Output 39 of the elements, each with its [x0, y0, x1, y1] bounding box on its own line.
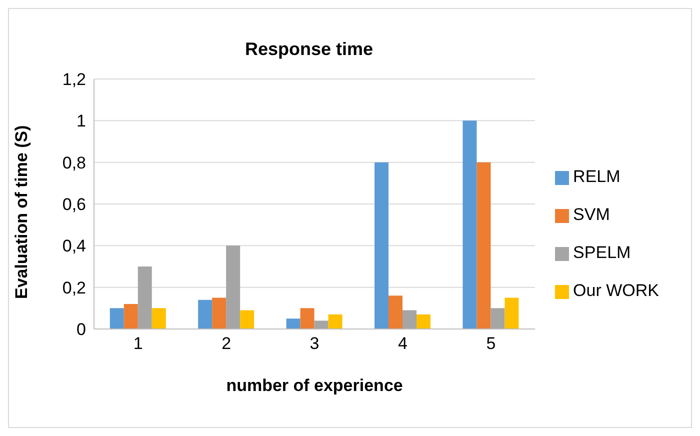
bar: [124, 304, 138, 329]
bar: [212, 298, 226, 329]
bar: [110, 308, 124, 329]
chart-title: Response time: [244, 39, 374, 60]
bar: [490, 308, 505, 329]
bar: [286, 318, 300, 329]
x-tick-label: 4: [398, 334, 408, 354]
legend-label: SVM: [573, 205, 610, 224]
y-tick-label: 0,8: [62, 153, 86, 172]
bar: [328, 314, 342, 329]
bar: [240, 310, 254, 329]
y-tick-label: 0,2: [62, 278, 86, 298]
y-tick-label: 0,6: [62, 195, 86, 214]
x-tick-label: 1: [133, 334, 143, 354]
x-tick-label: 5: [486, 334, 496, 354]
y-tick-label: 1: [76, 112, 86, 131]
bar: [138, 266, 152, 329]
y-tick-label: 0,4: [62, 236, 86, 256]
y-axis-title: Evaluation of time (S): [12, 125, 32, 299]
x-tick-label: 2: [222, 334, 232, 354]
bar: [402, 310, 417, 329]
bar: [198, 300, 212, 329]
bar: [504, 298, 519, 329]
bar: [416, 314, 431, 329]
bar: [462, 120, 477, 329]
x-tick-label: 3: [310, 334, 320, 354]
y-tick-label: 0: [76, 320, 86, 340]
bar: [300, 308, 314, 329]
legend-label: Our WORK: [573, 281, 659, 300]
bar: [314, 320, 328, 329]
bar: [226, 246, 240, 329]
bar: [374, 162, 389, 329]
x-axis-title: number of experience: [226, 376, 403, 395]
legend-label: RELM: [573, 167, 620, 186]
bar: [476, 162, 491, 329]
y-tick-label: 1,2: [62, 70, 86, 90]
bar: [152, 308, 166, 329]
legend-label: SPELM: [573, 243, 631, 262]
bar: [388, 296, 403, 329]
